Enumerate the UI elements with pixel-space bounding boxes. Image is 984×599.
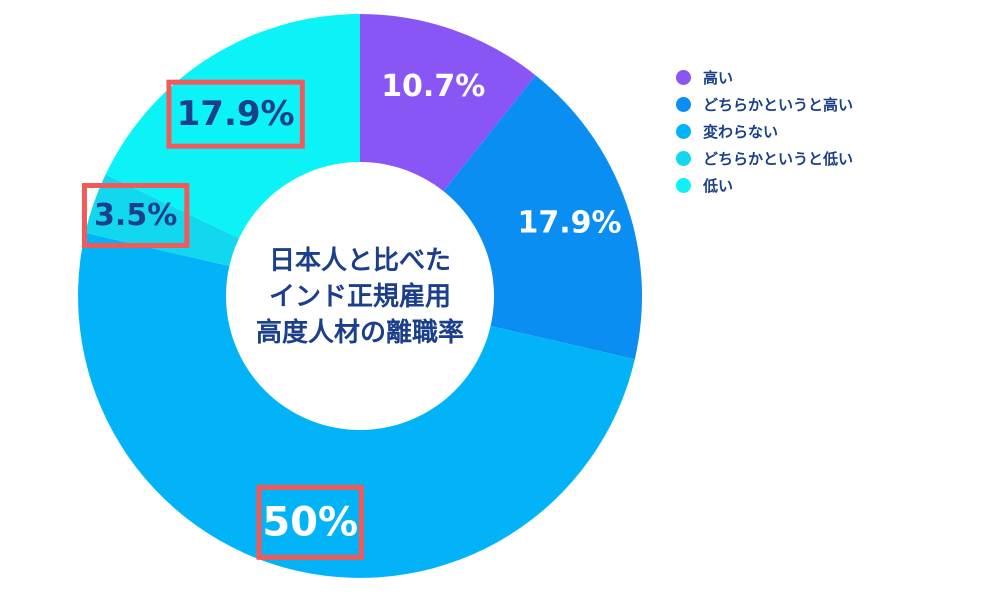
legend-label: どちらかというと高い <box>703 96 854 114</box>
data-label-3: 50% <box>262 499 358 545</box>
center-title-line-2: インド正規雇用 <box>269 281 451 312</box>
data-label-5: 17.9% <box>177 94 295 134</box>
data-label-2: 17.9% <box>518 205 622 240</box>
legend-label: 高い <box>703 69 734 87</box>
legend-swatch-4 <box>676 151 691 166</box>
legend-swatch-5 <box>676 178 691 193</box>
legend-label: 変わらない <box>703 123 779 141</box>
center-title: 日本人と比べたインド正規雇用高度人材の離職率 <box>256 246 464 348</box>
highlight-box-4 <box>81 183 190 249</box>
data-label-4: 3.5% <box>94 198 177 233</box>
legend-swatch-1 <box>676 70 691 85</box>
highlight-box-5 <box>166 79 305 149</box>
highlight-box-3 <box>256 484 364 560</box>
legend-item-1: 高い <box>676 64 853 91</box>
donut-hole <box>226 162 494 430</box>
legend-item-5: 低い <box>676 172 853 199</box>
legend-swatch-3 <box>676 124 691 139</box>
data-label-1: 10.7% <box>381 69 485 104</box>
legend: 高いどちらかというと高い 変わらないどちらかというと低い 低い <box>676 64 853 199</box>
legend-item-3: 変わらない <box>676 118 853 145</box>
legend-label: 低い <box>703 177 734 195</box>
legend-swatch-2 <box>676 97 691 112</box>
legend-item-2: どちらかというと高い <box>676 91 853 118</box>
center-title-line-3: 高度人材の離職率 <box>256 317 464 348</box>
center-title-line-1: 日本人と比べた <box>269 246 451 276</box>
legend-item-4: どちらかというと低い <box>676 145 853 172</box>
legend-label: どちらかというと低い <box>703 150 854 168</box>
highlight-boxes <box>81 79 364 560</box>
data-labels: 10.7% 17.9% 50% 3.5% 17.9% <box>94 69 622 545</box>
